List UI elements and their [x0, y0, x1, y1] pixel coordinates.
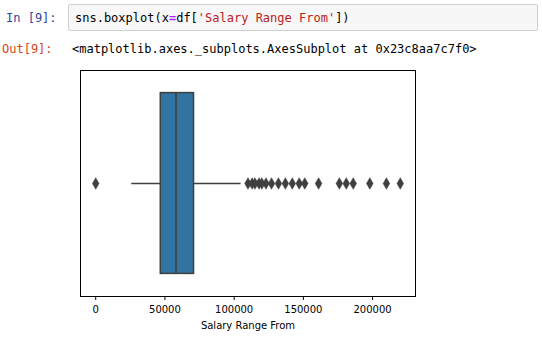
html-text:sns.boxplot(x = df['Salary Ran: sns.boxplot(x = df['Salary Range From']): [75, 11, 350, 25]
svg-text:0: 0: [93, 304, 99, 315]
html-text:In [9]:: In [9]:: [6, 11, 57, 25]
svg-text:50000: 50000: [149, 304, 181, 315]
html-text:Out[9]:: Out[9]:: [2, 42, 53, 56]
svg-text:200000: 200000: [353, 304, 391, 315]
svg-text:Salary Range From: Salary Range From: [201, 320, 295, 331]
svg-text:100000: 100000: [215, 304, 253, 315]
svg-text:150000: 150000: [284, 304, 322, 315]
html-text:<matplotlib.axes._subplots.Axe: <matplotlib.axes._subplots.AxesSubplot a…: [72, 42, 477, 56]
